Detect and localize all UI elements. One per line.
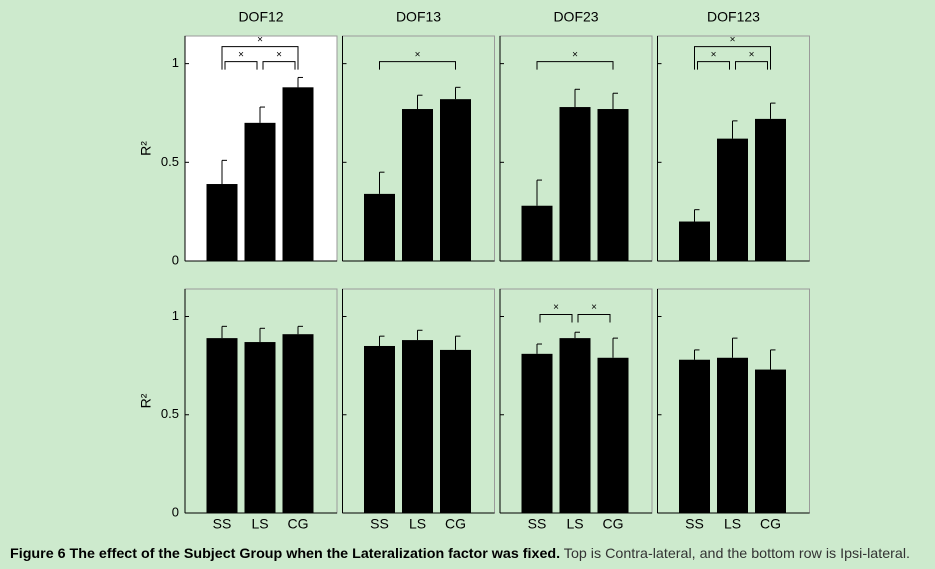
x-tick-label: LS (409, 516, 426, 532)
bar (755, 369, 786, 513)
bar (521, 205, 553, 261)
bar (282, 87, 314, 261)
y-axis-label: R² (138, 393, 154, 408)
bar (364, 345, 395, 513)
x-tick-label: CG (760, 516, 781, 532)
significance-bracket (539, 314, 573, 323)
x-tick-label: LS (566, 516, 583, 532)
caption: Figure 6 The effect of the Subject Group… (10, 545, 910, 561)
bar (559, 338, 591, 513)
significance-label: × (415, 49, 421, 60)
bar (679, 359, 710, 513)
significance-label: × (238, 49, 244, 60)
bar (440, 349, 471, 513)
significance-bracket (536, 61, 614, 70)
significance-bracket (262, 61, 296, 70)
y-tick-label: 1 (172, 55, 179, 70)
bar (755, 118, 786, 261)
y-tick-label: 0.5 (161, 154, 179, 169)
significance-label: × (730, 34, 736, 45)
x-tick-label: SS (370, 516, 389, 532)
y-tick-label: 0 (172, 252, 179, 267)
x-tick-label: SS (528, 516, 547, 532)
significance-label: × (591, 302, 597, 313)
caption-label: Figure 6 The effect of the Subject Group… (10, 545, 560, 561)
bar (717, 138, 748, 261)
significance-label: × (257, 34, 263, 45)
significance-bracket (221, 46, 299, 70)
x-tick-label: CG (445, 516, 466, 532)
x-tick-label: CG (603, 516, 624, 532)
x-tick-label: LS (251, 516, 268, 532)
significance-bracket (224, 61, 258, 70)
significance-bracket (577, 314, 611, 323)
bar (402, 109, 433, 262)
bar (679, 221, 710, 261)
bar (597, 109, 629, 262)
significance-bracket (697, 61, 730, 70)
x-tick-label: SS (685, 516, 704, 532)
bar (206, 338, 238, 513)
x-tick-label: SS (213, 516, 232, 532)
bar (402, 340, 433, 513)
significance-bracket (379, 61, 456, 70)
caption-text: Top is Contra-lateral, and the bottom ro… (560, 545, 910, 561)
panel-title: DOF13 (396, 9, 441, 25)
bar (597, 357, 629, 513)
bar (440, 99, 471, 261)
significance-label: × (711, 49, 717, 60)
y-tick-label: 0.5 (161, 406, 179, 421)
bar (244, 342, 276, 513)
bar (244, 122, 276, 261)
significance-bracket (735, 61, 768, 70)
significance-label: × (276, 49, 282, 60)
x-tick-label: LS (724, 516, 741, 532)
significance-label: × (749, 49, 755, 60)
bar (206, 184, 238, 261)
bar (521, 353, 553, 513)
y-axis-label: R² (138, 141, 154, 156)
panel-title: DOF23 (553, 9, 598, 25)
significance-label: × (572, 49, 578, 60)
bar (364, 193, 395, 261)
bar (282, 334, 314, 513)
significance-bracket (694, 46, 771, 70)
y-tick-label: 0 (172, 504, 179, 519)
bar (559, 107, 591, 261)
x-tick-label: CG (288, 516, 309, 532)
bar (717, 357, 748, 513)
panel-title: DOF123 (707, 9, 760, 25)
panel-title: DOF12 (238, 9, 283, 25)
significance-label: × (553, 302, 559, 313)
y-tick-label: 1 (172, 308, 179, 323)
